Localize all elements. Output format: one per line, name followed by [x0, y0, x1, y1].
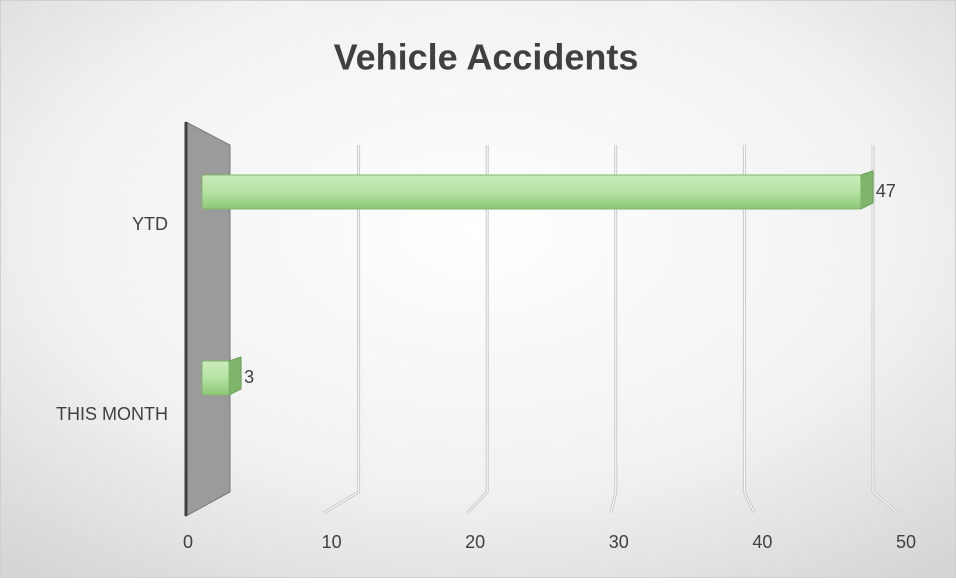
bar-side: [228, 356, 242, 396]
bar-side: [860, 170, 874, 210]
data-label: 47: [876, 181, 896, 201]
grid-line: [610, 145, 617, 514]
x-tick-label: 20: [465, 532, 485, 552]
x-tick-label: 0: [183, 532, 193, 552]
grid-line: [323, 145, 360, 514]
grid-line: [872, 145, 899, 514]
y-tick-label: THIS MONTH: [56, 404, 168, 424]
grid-line: [466, 145, 488, 514]
x-tick-label: 30: [609, 532, 629, 552]
y-tick-label: YTD: [132, 214, 168, 234]
x-tick-label: 10: [322, 532, 342, 552]
chart-title: Vehicle Accidents: [334, 37, 639, 78]
grid-line: [743, 145, 755, 514]
bar: [201, 174, 862, 210]
x-tick-label: 50: [896, 532, 916, 552]
data-label: 3: [244, 367, 254, 387]
x-tick-label: 40: [752, 532, 772, 552]
bar: [201, 360, 230, 396]
